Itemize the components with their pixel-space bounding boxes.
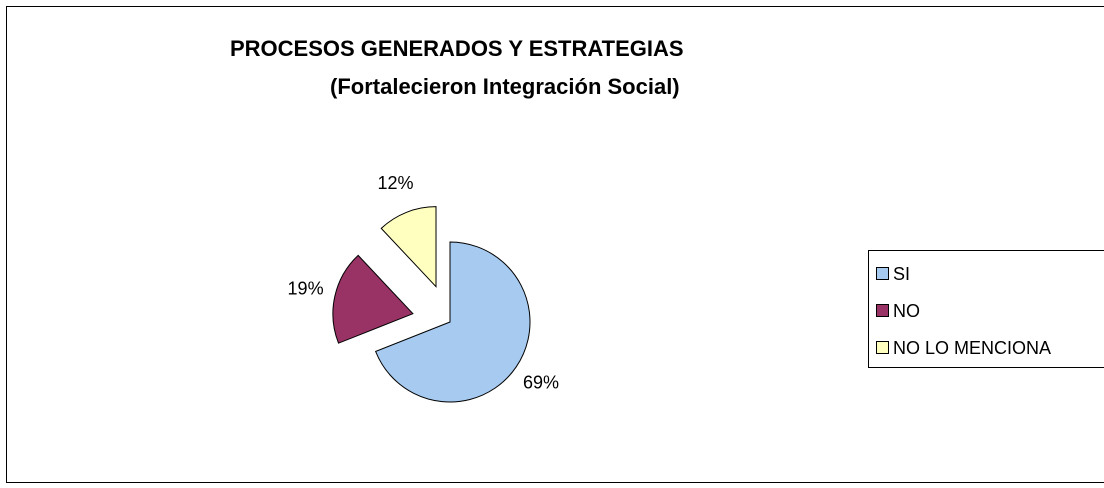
chart-title: PROCESOS GENERADOS Y ESTRATEGIAS <box>230 36 684 61</box>
pie-slice <box>380 206 437 288</box>
chart-subtitle: (Fortalecieron Integración Social) <box>330 74 680 99</box>
legend-swatch <box>876 304 889 317</box>
legend-swatch <box>876 267 889 280</box>
legend-label: SI <box>893 264 910 284</box>
pie-slice <box>374 241 531 403</box>
data-label: 12% <box>378 173 414 193</box>
pie-slice <box>332 254 414 344</box>
chart-frame <box>6 6 1104 483</box>
legend-label: NO <box>893 301 920 321</box>
data-label: 19% <box>288 278 324 298</box>
legend-swatch <box>876 341 889 354</box>
legend-label: NO LO MENCIONA <box>893 338 1051 358</box>
data-label: 69% <box>523 373 559 393</box>
legend-box <box>868 250 1104 368</box>
